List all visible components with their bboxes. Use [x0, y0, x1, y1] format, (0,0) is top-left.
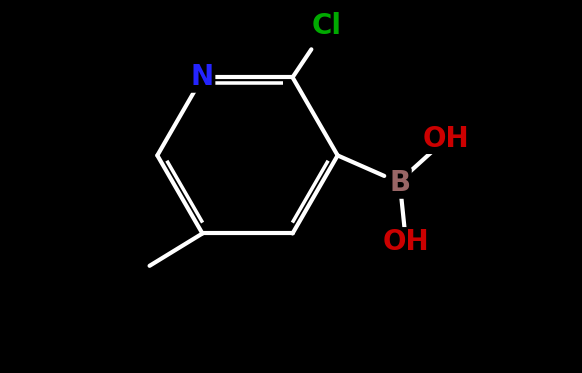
Text: B: B	[389, 169, 410, 197]
Text: N: N	[191, 63, 214, 91]
Text: Cl: Cl	[312, 12, 342, 40]
Text: OH: OH	[423, 125, 470, 153]
Text: OH: OH	[383, 228, 430, 257]
